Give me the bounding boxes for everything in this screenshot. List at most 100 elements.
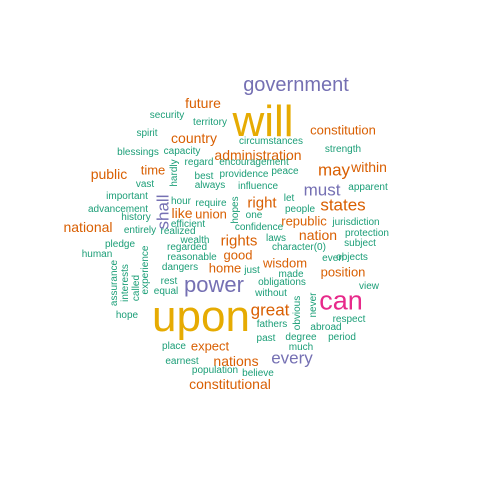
word-hardly: hardly bbox=[169, 159, 180, 187]
word-time: time bbox=[140, 162, 166, 178]
word-history: history bbox=[121, 212, 151, 223]
word-expect: expect bbox=[190, 338, 230, 354]
word-upon: upon bbox=[152, 292, 250, 341]
word-country: country bbox=[171, 130, 217, 146]
word-spirit: spirit bbox=[136, 128, 158, 139]
word-subject: subject bbox=[344, 238, 376, 249]
word-every: every bbox=[271, 348, 313, 368]
word-national: national bbox=[63, 219, 113, 235]
word-peace: peace bbox=[271, 166, 299, 177]
word-jurisdiction: jurisdiction bbox=[332, 217, 380, 228]
word-wisdom: wisdom bbox=[262, 255, 308, 271]
word-experience: experience bbox=[140, 245, 151, 295]
word-blessings: blessings bbox=[117, 147, 159, 158]
word-past: past bbox=[256, 333, 276, 344]
word-future: future bbox=[185, 95, 221, 111]
word-influence: influence bbox=[237, 181, 279, 192]
word-may: may bbox=[317, 160, 351, 180]
word-apparent: apparent bbox=[348, 182, 388, 193]
word-efficient: efficient bbox=[170, 219, 206, 230]
word-strength: strength bbox=[324, 144, 362, 155]
word-made: made bbox=[278, 269, 304, 280]
word-circumstances: circumstances bbox=[239, 136, 303, 147]
word-period: period bbox=[328, 332, 356, 343]
word-people: people bbox=[284, 204, 316, 215]
word-respect: respect bbox=[332, 314, 366, 325]
word-equal: equal bbox=[153, 286, 179, 297]
word-position: position bbox=[320, 264, 366, 280]
word-constitution: constitution bbox=[310, 122, 376, 138]
word-encouragement: encouragement bbox=[219, 157, 289, 168]
word-called: called bbox=[131, 274, 142, 302]
word-interests: interests bbox=[120, 264, 131, 302]
word-security: security bbox=[149, 110, 185, 121]
word-good: good bbox=[223, 247, 253, 263]
word-within: within bbox=[351, 159, 387, 175]
word-public: public bbox=[90, 166, 128, 182]
word-government: government bbox=[243, 74, 349, 96]
word-advancement: advancement bbox=[87, 204, 149, 215]
word-believe: believe bbox=[242, 368, 274, 379]
word-capacity: capacity bbox=[163, 146, 201, 157]
word-place: place bbox=[162, 341, 186, 352]
word-regard: regard bbox=[184, 157, 214, 168]
word-regarded: regarded bbox=[166, 242, 208, 253]
word-one: one bbox=[245, 210, 263, 221]
word-let: let bbox=[283, 193, 295, 204]
word-hopes: hopes bbox=[230, 196, 241, 224]
word-republic: republic bbox=[281, 213, 327, 229]
word-obligations: obligations bbox=[258, 277, 306, 288]
word-character-0: character(0) bbox=[272, 242, 326, 253]
word-confidence: confidence bbox=[234, 222, 284, 233]
word-much: much bbox=[288, 342, 314, 353]
word-human: human bbox=[81, 249, 113, 260]
word-great: great bbox=[250, 300, 290, 320]
word-assurance: assurance bbox=[109, 259, 120, 307]
word-nations: nations bbox=[213, 353, 259, 369]
word-wealth: wealth bbox=[180, 235, 210, 246]
word-best: best bbox=[194, 171, 214, 182]
word-realized: realized bbox=[160, 226, 196, 237]
word-right: right bbox=[247, 194, 277, 212]
word-constitutional: constitutional bbox=[189, 376, 271, 392]
word-entirely: entirely bbox=[123, 225, 157, 236]
word-degree: degree bbox=[285, 332, 317, 343]
word-require: require bbox=[195, 198, 227, 209]
word-earnest: earnest bbox=[165, 356, 199, 367]
word-pledge: pledge bbox=[104, 239, 136, 250]
word-abroad: abroad bbox=[310, 322, 342, 333]
word-power: power bbox=[184, 272, 244, 297]
word-just: just bbox=[244, 265, 260, 276]
word-without: without bbox=[255, 288, 287, 299]
word-can: can bbox=[319, 285, 363, 316]
word-always: always bbox=[194, 180, 226, 191]
word-hour: hour bbox=[170, 196, 192, 207]
word-even: even bbox=[322, 253, 344, 264]
word-hope: hope bbox=[115, 310, 139, 321]
word-home: home bbox=[208, 260, 242, 276]
word-must: must bbox=[303, 180, 341, 200]
word-obvious: obvious bbox=[292, 295, 303, 331]
word-important: important bbox=[106, 191, 148, 202]
word-shall: shall bbox=[153, 194, 173, 230]
word-reasonable: reasonable bbox=[167, 252, 217, 263]
word-rest: rest bbox=[160, 276, 178, 287]
word-objects: objects bbox=[336, 252, 368, 263]
word-fathers: fathers bbox=[256, 319, 288, 330]
word-nation: nation bbox=[298, 227, 338, 243]
word-vast: vast bbox=[135, 179, 155, 190]
word-view: view bbox=[358, 281, 380, 292]
word-states: states bbox=[320, 195, 366, 215]
word-rights: rights bbox=[220, 232, 258, 250]
word-will: will bbox=[232, 97, 294, 146]
word-protection: protection bbox=[345, 228, 389, 239]
word-administration: administration bbox=[214, 147, 302, 163]
word-like: like bbox=[171, 205, 193, 221]
word-dangers: dangers bbox=[161, 262, 199, 273]
word-laws: laws bbox=[265, 233, 287, 244]
word-never: never bbox=[308, 292, 319, 318]
word-union: union bbox=[195, 206, 227, 222]
word-population: population bbox=[191, 365, 239, 376]
word-providence: providence bbox=[219, 169, 269, 180]
